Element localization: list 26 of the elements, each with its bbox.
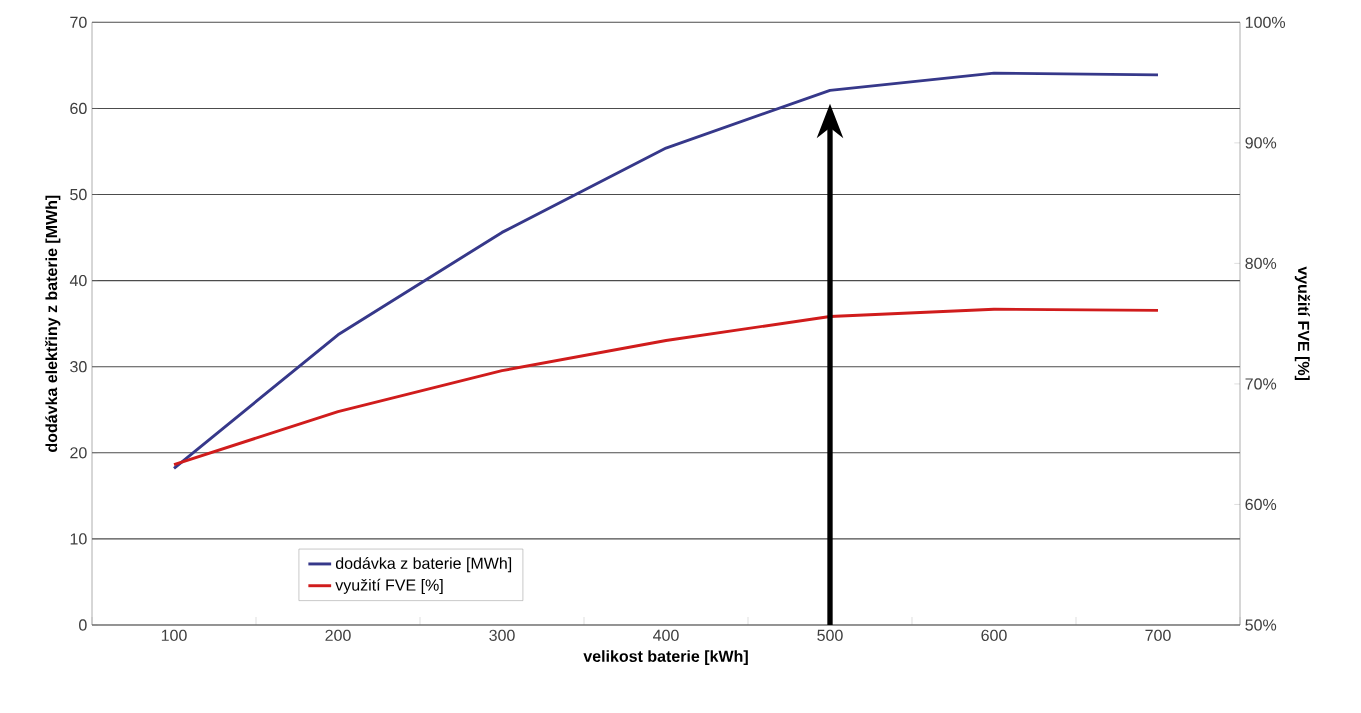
y-tick-label: 0 [79, 619, 87, 631]
y-tick-label: 30 [70, 361, 87, 373]
x-axis-title: velikost baterie [kWh] [583, 650, 748, 666]
y-tick-label: 60 [70, 102, 87, 115]
x-tick-label: 400 [653, 629, 679, 642]
y2-tick-label: 100% [1245, 16, 1286, 28]
legend-label: využití FVE [%] [335, 578, 443, 594]
x-tick-label: 300 [489, 629, 515, 642]
x-tick-label: 100 [161, 629, 187, 642]
y2-tick-label: 70% [1245, 378, 1277, 390]
x-tick-label: 500 [817, 629, 843, 642]
y2-axis-title: využití FVE [%] [1294, 266, 1311, 381]
y2-tick-label: 50% [1245, 619, 1277, 631]
y2-tick-label: 60% [1245, 498, 1277, 511]
x-tick-label: 200 [325, 629, 351, 642]
y-tick-label: 10 [70, 533, 87, 545]
y-tick-label: 40 [69, 274, 87, 287]
x-tick-label: 700 [1145, 629, 1171, 642]
y-tick-label: 20 [70, 447, 87, 459]
y-axis-title: dodávka elektřiny z baterie [MWh] [45, 195, 61, 452]
legend-label: dodávka z baterie [MWh] [335, 557, 512, 573]
y2-tick-label: 80% [1245, 257, 1277, 270]
y2-tick-label: 90% [1245, 137, 1277, 149]
x-tick-label: 600 [981, 629, 1007, 642]
y-tick-label: 50 [70, 188, 87, 201]
y-tick-label: 70 [70, 16, 87, 28]
